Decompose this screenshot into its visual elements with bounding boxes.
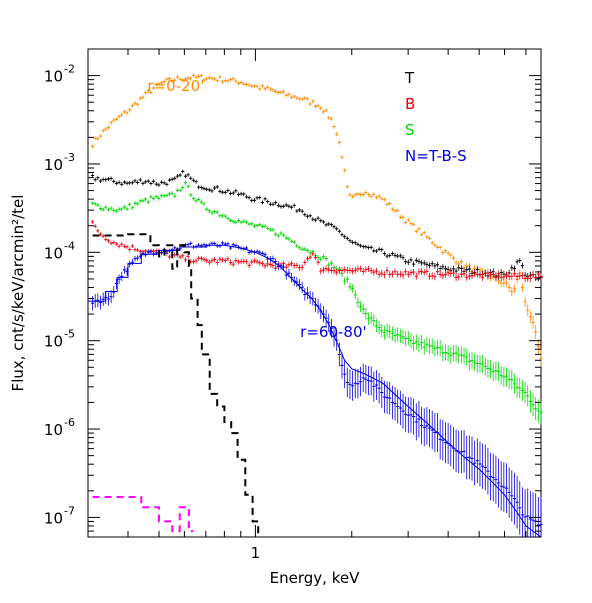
y-tick-label: 10 (44, 509, 63, 527)
x-axis-label: Energy, keV (270, 569, 360, 587)
y-tick-label: 10 (44, 421, 63, 439)
series-r-0-20 (90, 73, 543, 367)
y-tick-label-exponent: -6 (64, 416, 75, 429)
legend-entry: S (405, 121, 415, 139)
series-dashed-black (92, 233, 261, 535)
y-tick-label-exponent: -3 (64, 151, 75, 164)
x-tick-label: 1 (251, 544, 261, 562)
y-axis-label: Flux, cnt/s/keV/arcmin²/tel (9, 195, 27, 392)
y-tick-label-exponent: -2 (64, 63, 75, 76)
legend-entry: B (405, 95, 415, 113)
series-layer (88, 73, 543, 538)
chart-annotation: r=60-80' (300, 323, 366, 341)
series-r-60-80-model (88, 244, 542, 538)
legend-entry: N=T-B-S (405, 147, 467, 165)
chart-annotation: r=0-20' (147, 77, 204, 95)
plot-frame (87, 48, 542, 538)
series-t (90, 169, 543, 282)
legend-entry: T (404, 69, 415, 87)
y-tick-label-exponent: -7 (64, 504, 75, 517)
y-tick-label: 10 (44, 244, 63, 262)
label-layer: 10-210-310-410-510-610 -71TBSN=T-B-Sr=0-2… (44, 63, 467, 562)
y-tick-label: 10 (44, 68, 63, 86)
y-tick-label: 10 (44, 156, 63, 174)
tick-layer (87, 48, 541, 538)
series-line (88, 244, 542, 538)
series-s (90, 180, 543, 425)
series-n-t-b-s (90, 240, 543, 537)
series-line (92, 496, 194, 533)
series-dashed-magenta (92, 496, 194, 533)
y-tick-label-exponent: -5 (64, 328, 75, 341)
y-tick-label: 10 (44, 333, 63, 351)
y-tick-label-exponent: -4 (64, 239, 75, 252)
series-line (92, 233, 261, 535)
